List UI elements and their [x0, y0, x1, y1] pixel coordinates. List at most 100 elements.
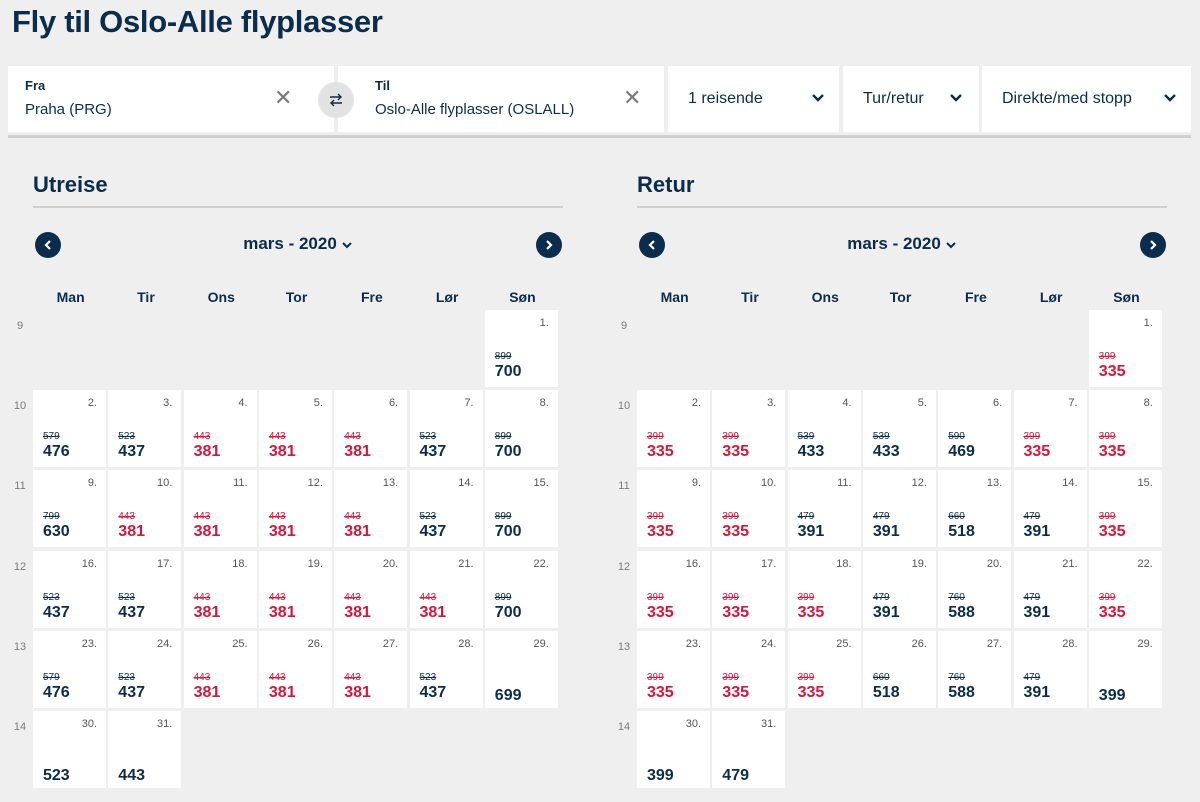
calendar-day-cell[interactable]: 13. 443 381 — [334, 470, 408, 548]
calendar-day-cell[interactable]: 1. 399 335 — [1088, 310, 1162, 387]
swap-button[interactable] — [318, 82, 354, 118]
day-price: 335 — [797, 603, 825, 621]
weekday-label: Søn — [1113, 289, 1140, 305]
calendar-day-cell[interactable]: 9. 399 335 — [637, 470, 710, 548]
calendar-day-cell[interactable]: 22. 399 335 — [1088, 550, 1162, 628]
trip-type-value: Tur/retur — [863, 90, 924, 107]
day-price: 437 — [419, 443, 447, 461]
calendar-day-cell[interactable]: 1. 899 700 — [484, 310, 558, 387]
return-month-nav: mars - 2020 — [637, 224, 1167, 264]
calendar-day-cell[interactable]: 9. 799 630 — [33, 470, 106, 548]
calendar-day-cell[interactable]: 30. 523 — [33, 711, 106, 788]
calendar-day-cell[interactable]: 21. 479 391 — [1013, 550, 1087, 628]
calendar-day-cell[interactable]: 4. 443 381 — [183, 390, 257, 468]
calendar-day-cell[interactable]: 20. 443 381 — [334, 550, 408, 628]
calendar-day-cell[interactable]: 14. 479 391 — [1013, 470, 1087, 548]
original-price: 399 — [647, 671, 664, 683]
calendar-day-cell[interactable]: 11. 443 381 — [183, 470, 257, 548]
calendar-day-cell[interactable]: 22. 899 700 — [484, 550, 558, 628]
next-month-button[interactable] — [1140, 232, 1166, 258]
calendar-day-cell[interactable]: 15. 399 335 — [1088, 470, 1162, 548]
calendar-day-cell[interactable]: 3. 523 437 — [108, 390, 182, 468]
calendar-day-cell[interactable]: 28. 479 391 — [1013, 630, 1087, 708]
calendar-day-cell[interactable]: 2. 399 335 — [637, 390, 710, 468]
prev-month-button[interactable] — [35, 232, 61, 258]
day-price: 381 — [268, 683, 296, 701]
calendar-day-cell[interactable]: 19. 479 391 — [862, 550, 936, 628]
calendar-day-cell[interactable]: 8. 399 335 — [1088, 390, 1162, 468]
trip-type-dropdown[interactable]: Tur/retur — [843, 66, 979, 132]
calendar-day-cell[interactable]: 16. 523 437 — [33, 550, 106, 628]
calendar-day-cell[interactable]: 25. 443 381 — [183, 630, 257, 708]
calendar-day-cell[interactable]: 31. 443 — [108, 711, 182, 788]
calendar-day-cell[interactable]: 26. 660 518 — [862, 630, 936, 708]
next-month-button[interactable] — [536, 232, 562, 258]
weekday-label: Man — [56, 289, 85, 305]
calendar-day-cell[interactable]: 12. 443 381 — [258, 470, 332, 548]
clear-to-icon[interactable]: ✕ — [623, 85, 642, 110]
calendar-day-cell[interactable]: 15. 899 700 — [484, 470, 558, 548]
month-selector[interactable]: mars - 2020 — [33, 234, 563, 254]
calendar-day-cell[interactable]: 27. 760 588 — [938, 630, 1012, 708]
calendar-day-cell[interactable]: 18. 443 381 — [183, 550, 257, 628]
calendar-day-cell[interactable]: 31. 479 — [712, 711, 786, 788]
prev-month-button[interactable] — [639, 232, 665, 258]
day-number: 22. — [533, 557, 549, 570]
to-value[interactable]: Oslo-Alle flyplasser (OSLALL) — [375, 101, 575, 118]
calendar-day-cell[interactable]: 28. 523 437 — [409, 630, 483, 708]
calendar-day-cell[interactable]: 24. 399 335 — [712, 630, 786, 708]
chevron-down-icon — [812, 94, 824, 102]
calendar-day-cell[interactable]: 17. 399 335 — [712, 550, 786, 628]
calendar-day-cell[interactable]: 26. 443 381 — [258, 630, 332, 708]
day-price: 381 — [193, 683, 221, 701]
calendar-day-cell[interactable]: 23. 579 476 — [33, 630, 106, 708]
to-label: Til — [375, 78, 390, 93]
calendar-day-cell[interactable]: 7. 523 437 — [409, 390, 483, 468]
original-price: 399 — [1098, 591, 1116, 603]
calendar-day-cell[interactable]: 7. 399 335 — [1013, 390, 1087, 468]
day-price: 381 — [118, 523, 145, 541]
day-number: 8. — [1143, 397, 1153, 410]
clear-from-icon[interactable]: ✕ — [274, 85, 293, 110]
calendar-day-cell[interactable]: 30. 399 — [637, 711, 710, 788]
calendar-day-cell[interactable]: 24. 523 437 — [108, 630, 182, 708]
calendar-day-cell[interactable]: 5. 443 381 — [258, 390, 332, 468]
calendar-day-cell[interactable]: 13. 660 518 — [938, 470, 1012, 548]
calendar-day-cell[interactable]: 19. 443 381 — [258, 550, 332, 628]
calendar-day-cell[interactable]: 3. 399 335 — [712, 390, 786, 468]
calendar-day-cell[interactable]: 27. 443 381 — [334, 630, 408, 708]
calendar-day-cell[interactable]: 8. 899 700 — [484, 390, 558, 468]
calendar-day-cell[interactable]: 25. 399 335 — [787, 630, 861, 708]
original-price: 399 — [722, 671, 739, 683]
calendar-day-cell[interactable]: 23. 399 335 — [637, 630, 710, 708]
calendar-day-cell[interactable]: 12. 479 391 — [862, 470, 936, 548]
day-price: 391 — [797, 523, 825, 541]
calendar-day-cell[interactable]: 11. 479 391 — [787, 470, 861, 548]
chevron-left-icon — [648, 240, 655, 250]
month-selector[interactable]: mars - 2020 — [637, 234, 1167, 254]
calendar-day-cell[interactable]: 14. 523 437 — [409, 470, 483, 548]
to-field[interactable]: Til Oslo-Alle flyplasser (OSLALL) ✕ — [338, 66, 664, 132]
calendar-day-cell[interactable]: 17. 523 437 — [108, 550, 182, 628]
calendar-day-cell[interactable]: 29. 399 — [1088, 630, 1162, 708]
calendar-day-cell[interactable]: 4. 539 433 — [787, 390, 861, 468]
calendar-day-cell[interactable]: 10. 443 381 — [108, 470, 182, 548]
weekday-label: Man — [660, 289, 689, 305]
calendar-day-cell[interactable]: 5. 539 433 — [862, 390, 936, 468]
chevron-right-icon — [546, 240, 553, 250]
calendar-day-cell[interactable]: 6. 590 469 — [938, 390, 1012, 468]
stops-dropdown[interactable]: Direkte/med stopp — [982, 66, 1191, 132]
calendar-day-cell[interactable]: 10. 399 335 — [712, 470, 786, 548]
travellers-dropdown[interactable]: 1 reisende — [668, 66, 839, 132]
calendar-day-cell[interactable]: 21. 443 381 — [409, 550, 483, 628]
day-number: 10. — [157, 477, 173, 490]
calendar-day-cell[interactable]: 6. 443 381 — [334, 390, 408, 468]
calendar-day-cell[interactable]: 2. 579 476 — [33, 390, 106, 468]
calendar-day-cell[interactable]: 20. 760 588 — [938, 550, 1012, 628]
chevron-left-icon — [44, 240, 51, 250]
from-field[interactable]: Fra Praha (PRG) ✕ — [8, 66, 334, 132]
calendar-day-cell[interactable]: 29. 699 — [484, 630, 558, 708]
from-value[interactable]: Praha (PRG) — [25, 101, 112, 118]
calendar-day-cell[interactable]: 16. 399 335 — [637, 550, 710, 628]
calendar-day-cell[interactable]: 18. 399 335 — [787, 550, 861, 628]
